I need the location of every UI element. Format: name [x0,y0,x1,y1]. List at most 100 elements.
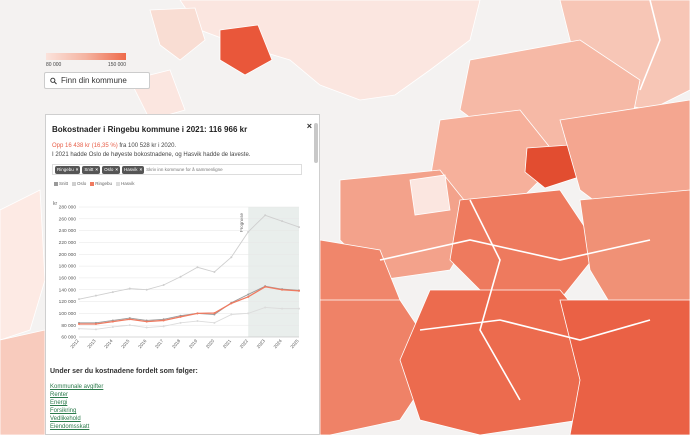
remove-tag-icon[interactable]: × [139,166,143,172]
remove-tag-icon[interactable]: × [75,166,79,172]
remove-tag-icon[interactable]: × [115,166,118,172]
data-point-hasvik[interactable] [281,307,284,310]
legend-item-ringebu[interactable]: Ringebu [90,181,112,186]
data-point-hasvik[interactable] [111,325,114,328]
legend-item-oslo[interactable]: Oslo [72,181,86,186]
x-tick-label: 2023 [256,338,267,349]
data-point-oslo[interactable] [94,294,97,297]
data-point-ringebu[interactable] [213,312,216,315]
data-point-hasvik[interactable] [247,312,250,315]
data-point-hasvik[interactable] [128,324,131,327]
series-line-hasvik[interactable] [78,306,299,330]
data-point-oslo[interactable] [145,288,148,291]
data-point-ringebu[interactable] [281,288,284,291]
data-point-hasvik[interactable] [162,325,165,328]
map-region-vestland-south[interactable] [319,299,441,435]
legend-swatch [90,181,95,186]
data-point-ringebu[interactable] [128,318,131,321]
y-tick-label: 220 000 [59,240,77,246]
data-point-ringebu[interactable] [94,323,97,325]
data-point-ringebu[interactable] [111,320,114,323]
x-tick-label: 2021 [222,338,233,349]
y-tick-label: 180 000 [59,264,77,270]
compare-municipality-box[interactable]: Ringebu × Snitt × Oslo × Hasvik × [52,164,302,175]
breakdown-link-eiendomsskatt[interactable]: Eiendomsskatt [50,424,90,430]
x-tick-label: 2022 [239,338,250,349]
legend-label: Snitt [59,181,69,186]
tag-label: Snitt [84,166,94,172]
map-region-pale-lakes[interactable] [409,174,451,216]
legend-label: Ringebu [95,181,113,186]
x-tick-label: 2018 [171,338,182,349]
data-point-snitt[interactable] [213,313,216,316]
data-point-oslo[interactable] [264,214,267,217]
data-point-hasvik[interactable] [78,327,80,330]
data-point-ringebu[interactable] [264,285,267,288]
data-point-ringebu[interactable] [298,289,300,292]
breakdown-link-vedlikehold[interactable]: Vedlikehold [50,416,81,422]
map-region-northwest[interactable] [149,7,206,61]
data-point-oslo[interactable] [128,287,131,290]
data-point-hasvik[interactable] [264,306,267,309]
legend-swatch [54,181,58,186]
y-tick-label: 140 000 [59,287,77,293]
data-point-oslo[interactable] [298,226,300,229]
data-point-ringebu[interactable] [196,312,199,315]
data-point-snitt[interactable] [247,293,250,296]
breakdown-links: Kommunale avgifter Renter Energi Forsikr… [50,383,198,431]
data-point-oslo[interactable] [179,275,182,278]
data-point-oslo[interactable] [230,256,233,259]
close-icon[interactable]: × [306,121,312,131]
data-point-ringebu[interactable] [179,315,182,318]
data-point-oslo[interactable] [281,220,284,223]
data-point-oslo[interactable] [213,271,216,273]
legend-min-label: 80 000 [46,62,62,68]
data-point-ringebu[interactable] [78,323,80,325]
search-icon [50,77,57,84]
data-point-ringebu[interactable] [230,302,233,305]
data-point-oslo[interactable] [196,266,199,269]
compare-tag-oslo: Oslo × [102,165,120,174]
map-region-highlight-north[interactable] [219,24,273,76]
compare-tag-snitt: Snitt × [82,165,101,174]
data-point-hasvik[interactable] [145,326,148,329]
series-line-ringebu[interactable] [79,286,300,325]
data-point-hasvik[interactable] [196,320,199,323]
y-tick-label: 60 000 [61,335,76,341]
y-tick-label: 100 000 [59,311,77,317]
data-point-oslo[interactable] [162,284,165,286]
breakdown-link-energi[interactable]: Energi [50,400,68,406]
data-point-ringebu[interactable] [162,319,165,322]
map-region-coast-west[interactable] [0,189,46,341]
data-point-hasvik[interactable] [179,321,182,324]
map-region-coast-southwest[interactable] [0,329,46,435]
data-point-oslo[interactable] [78,298,80,301]
municipality-search[interactable] [44,72,150,89]
compare-input[interactable] [146,167,257,172]
legend-item-snitt[interactable]: Snitt [54,181,68,186]
breakdown-link-forsikring[interactable]: Forsikring [50,408,77,414]
map-region-oslo-area[interactable] [559,299,690,435]
x-tick-label: 2013 [86,338,97,349]
breakdown-link-kommunale-avgifter[interactable]: Kommunale avgifter [50,384,104,390]
data-point-hasvik[interactable] [213,321,216,324]
series-line-oslo[interactable] [78,214,300,300]
data-point-hasvik[interactable] [230,313,233,316]
data-point-hasvik[interactable] [298,307,300,310]
data-point-hasvik[interactable] [94,328,97,331]
legend-item-hasvik[interactable]: Hasvik [116,181,135,186]
breakdown-link-renter[interactable]: Renter [50,392,69,398]
remove-tag-icon[interactable]: × [95,166,99,172]
data-point-ringebu[interactable] [145,320,148,323]
data-point-ringebu[interactable] [247,295,250,298]
forecast-region [248,207,299,337]
data-point-oslo[interactable] [247,230,250,233]
forecast-label: Prognose [239,213,244,233]
tag-label: Ringebu [57,166,74,172]
data-point-oslo[interactable] [111,291,114,294]
y-tick-label: 80 000 [61,323,76,329]
search-input[interactable] [61,76,149,85]
tag-label: Hasvik [123,166,138,172]
panel-scrollbar[interactable] [314,123,318,163]
